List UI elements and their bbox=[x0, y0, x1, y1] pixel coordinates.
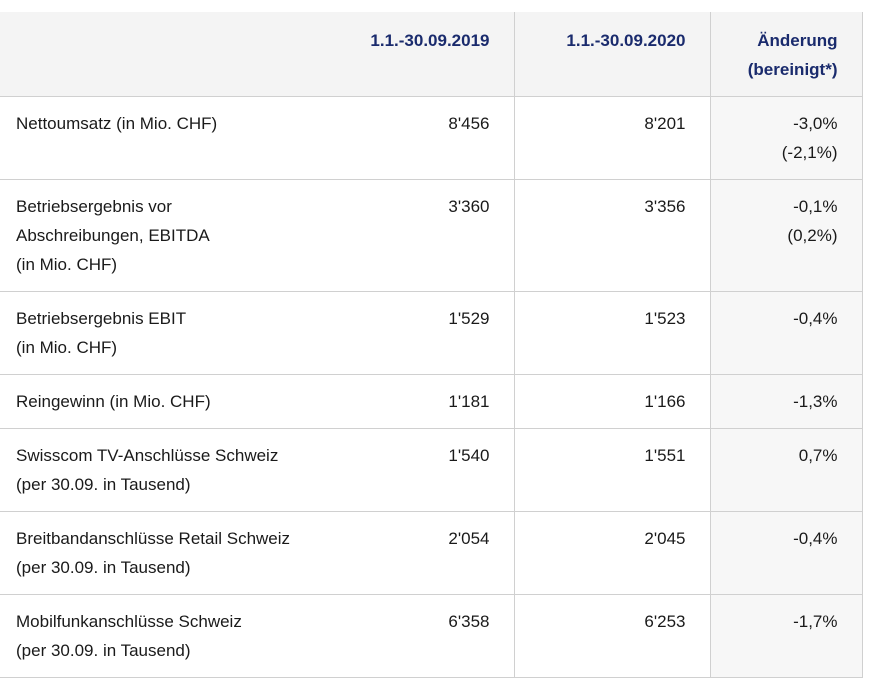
cell-text: (in Mio. CHF) bbox=[16, 255, 118, 274]
cell-text: (in Mio. CHF) bbox=[16, 338, 118, 357]
table-cell: -1,7% bbox=[710, 594, 863, 678]
cell-text: Betriebsergebnis EBIT bbox=[16, 309, 187, 328]
table-cell: -0,4% bbox=[710, 291, 863, 375]
data-row: Nettoumsatz (in Mio. CHF) 8'456 8'201 -3,0%… bbox=[0, 96, 863, 180]
cell-text: 1'181 bbox=[448, 392, 490, 411]
cell-text: 1'166 bbox=[644, 392, 686, 411]
results-table: 1.1.-30.09.2019 1.1.-30.09.2020 Änderung (b… bbox=[0, 12, 863, 678]
table-cell: 8'201 bbox=[514, 96, 711, 180]
table-cell: 3'356 bbox=[514, 179, 711, 292]
table-cell: 1'540 bbox=[340, 428, 515, 512]
table-cell: -1,3% bbox=[710, 374, 863, 429]
cell-text: (0,2%) bbox=[787, 226, 838, 245]
table-cell: Betriebsergebnis vor Abschreibungen, EBIT… bbox=[0, 179, 340, 292]
cell-text: 8'456 bbox=[448, 114, 490, 133]
header-cell: Änderung (bereinigt*) bbox=[710, 12, 863, 97]
cell-text: 6'253 bbox=[644, 612, 686, 631]
data-row: Betriebsergebnis vor Abschreibungen, EBIT… bbox=[0, 179, 863, 292]
cell-text: -1,3% bbox=[793, 392, 838, 411]
cell-text: 1.1.-30.09.2020 bbox=[566, 31, 686, 50]
table-cell: 3'360 bbox=[340, 179, 515, 292]
cell-text: 3'360 bbox=[448, 197, 490, 216]
data-row: Reingewinn (in Mio. CHF) 1'181 1'166 -1,3% bbox=[0, 374, 863, 429]
table-cell: 2'045 bbox=[514, 511, 711, 595]
table-cell: 6'253 bbox=[514, 594, 711, 678]
cell-text: Swisscom TV-Anschlüsse Schweiz bbox=[16, 446, 279, 465]
table-cell: 1'166 bbox=[514, 374, 711, 429]
cell-text: -0,1% bbox=[793, 197, 838, 216]
table-cell: 6'358 bbox=[340, 594, 515, 678]
cell-text: Änderung bbox=[757, 31, 838, 50]
cell-text: Breitbandanschlüsse Retail Schweiz bbox=[16, 529, 291, 548]
cell-text: Betriebsergebnis vor bbox=[16, 197, 172, 216]
data-row: Breitbandanschlüsse Retail Schweiz (per 3… bbox=[0, 511, 863, 595]
table-cell: 1'551 bbox=[514, 428, 711, 512]
cell-text: 2'045 bbox=[644, 529, 686, 548]
cell-text: (-2,1%) bbox=[781, 143, 838, 162]
header-cell bbox=[0, 12, 340, 97]
table-cell: 0,7% bbox=[710, 428, 863, 512]
data-row: Betriebsergebnis EBIT (in Mio. CHF) 1'529 1… bbox=[0, 291, 863, 375]
table-cell: -3,0% (-2,1%) bbox=[710, 96, 863, 180]
cell-text: Nettoumsatz (in Mio. CHF) bbox=[16, 114, 218, 133]
table-cell: 1'529 bbox=[340, 291, 515, 375]
cell-text: (bereinigt*) bbox=[747, 60, 838, 79]
header-cell: 1.1.-30.09.2020 bbox=[514, 12, 711, 97]
table-cell: Mobilfunkanschlüsse Schweiz (per 30.09. i… bbox=[0, 594, 340, 678]
header-row: 1.1.-30.09.2019 1.1.-30.09.2020 Änderung (b… bbox=[0, 12, 863, 97]
cell-text: 6'358 bbox=[448, 612, 490, 631]
table-cell: -0,4% bbox=[710, 511, 863, 595]
table-cell: Swisscom TV-Anschlüsse Schweiz (per 30.09… bbox=[0, 428, 340, 512]
cell-text: Reingewinn (in Mio. CHF) bbox=[16, 392, 211, 411]
cell-text: (per 30.09. in Tausend) bbox=[16, 558, 191, 577]
table-cell: 8'456 bbox=[340, 96, 515, 180]
cell-text: 1'523 bbox=[644, 309, 686, 328]
cell-text: 0,7% bbox=[798, 446, 838, 465]
cell-text: Abschreibungen, EBITDA bbox=[16, 226, 210, 245]
page: {"table": { "header": [[""], ["1.1.-30.0… bbox=[0, 12, 863, 678]
cell-text: 8'201 bbox=[644, 114, 686, 133]
table-cell: Betriebsergebnis EBIT (in Mio. CHF) bbox=[0, 291, 340, 375]
cell-text: 1'529 bbox=[448, 309, 490, 328]
table-cell: 1'523 bbox=[514, 291, 711, 375]
cell-text: -1,7% bbox=[793, 612, 838, 631]
data-row: Mobilfunkanschlüsse Schweiz (per 30.09. i… bbox=[0, 594, 863, 678]
table-cell: Nettoumsatz (in Mio. CHF) bbox=[0, 96, 340, 180]
table-cell: -0,1% (0,2%) bbox=[710, 179, 863, 292]
cell-text: 1'551 bbox=[644, 446, 686, 465]
table-cell: 1'181 bbox=[340, 374, 515, 429]
cell-text: -0,4% bbox=[793, 309, 838, 328]
cell-text: (per 30.09. in Tausend) bbox=[16, 475, 191, 494]
cell-text: -0,4% bbox=[793, 529, 838, 548]
table-cell: 2'054 bbox=[340, 511, 515, 595]
table-cell: Breitbandanschlüsse Retail Schweiz (per 3… bbox=[0, 511, 340, 595]
data-row: Swisscom TV-Anschlüsse Schweiz (per 30.09… bbox=[0, 428, 863, 512]
cell-text: (per 30.09. in Tausend) bbox=[16, 641, 191, 660]
header-cell: 1.1.-30.09.2019 bbox=[340, 12, 515, 97]
table-cell: Reingewinn (in Mio. CHF) bbox=[0, 374, 340, 429]
cell-text: Mobilfunkanschlüsse Schweiz bbox=[16, 612, 242, 631]
cell-text: 1.1.-30.09.2019 bbox=[370, 31, 490, 50]
cell-text: -3,0% bbox=[793, 114, 838, 133]
cell-text: 3'356 bbox=[644, 197, 686, 216]
cell-text: 2'054 bbox=[448, 529, 490, 548]
cell-text: 1'540 bbox=[448, 446, 490, 465]
